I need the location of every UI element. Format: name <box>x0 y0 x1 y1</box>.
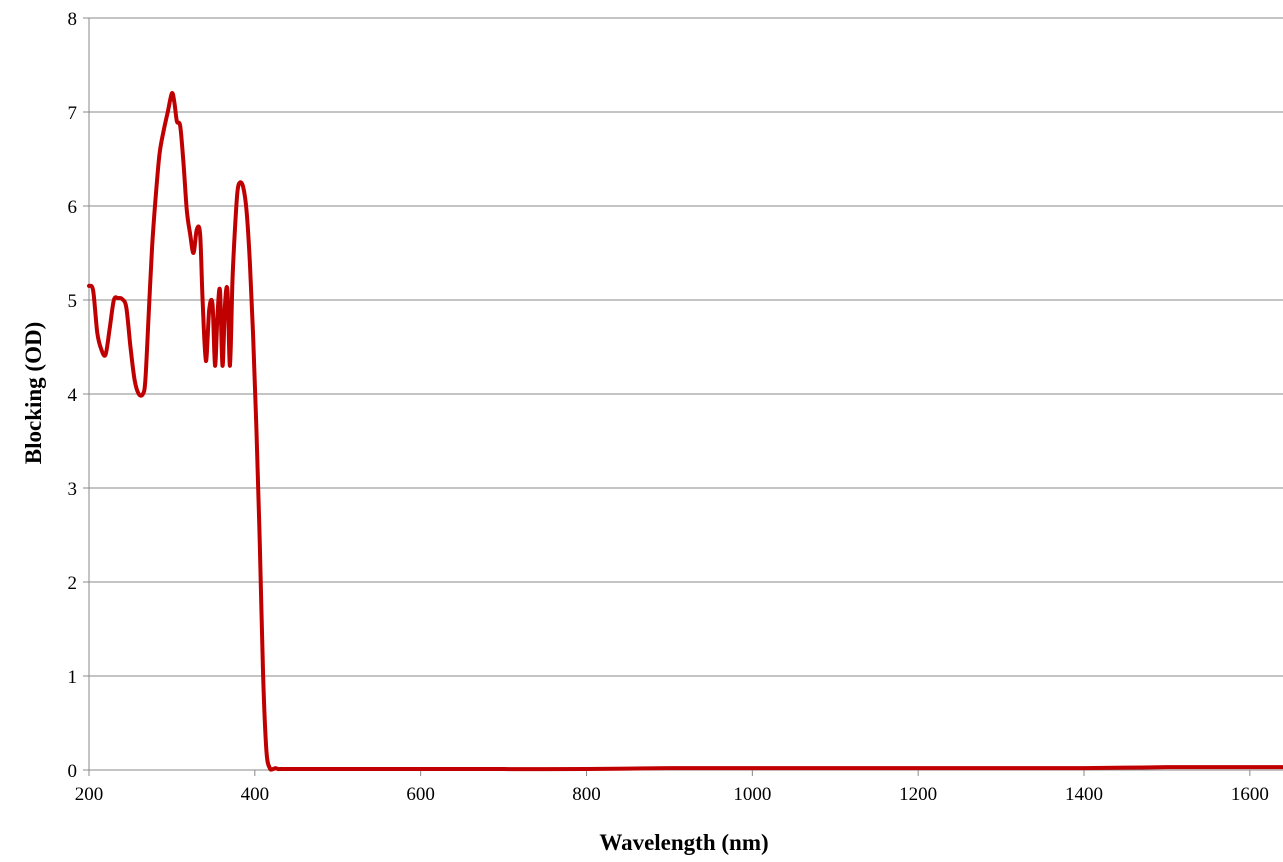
x-tick-label: 400 <box>241 784 270 805</box>
y-tick-label: 6 <box>68 197 78 218</box>
x-tick-label: 1400 <box>1065 784 1103 805</box>
y-tick-label: 0 <box>68 761 78 782</box>
x-tick-label: 200 <box>75 784 104 805</box>
x-tick-label: 1000 <box>733 784 771 805</box>
x-axis-title: Wavelength (nm) <box>599 830 768 855</box>
x-tick-label: 600 <box>406 784 435 805</box>
series-layer <box>87 90 1283 772</box>
horizontal-gridlines <box>89 17 1283 677</box>
y-tick-label: 5 <box>68 291 78 312</box>
y-tick-label: 8 <box>68 9 78 30</box>
y-tick-labels: 0 1 2 3 4 5 6 7 8 <box>68 9 78 782</box>
y-axis-title: Blocking (OD) <box>21 322 46 464</box>
y-tick-label: 1 <box>68 667 78 688</box>
x-tick-label: 1200 <box>899 784 937 805</box>
y-tick-label: 2 <box>68 573 78 594</box>
y-tick-label: 7 <box>68 103 78 124</box>
series-line-0 <box>87 90 1283 772</box>
x-tick-label: 1600 <box>1231 784 1269 805</box>
y-tick-label: 3 <box>68 479 78 500</box>
x-tick-labels: 200 400 600 800 1000 1200 1400 1600 <box>75 784 1269 805</box>
y-tick-label: 4 <box>68 385 78 406</box>
x-tick-label: 800 <box>572 784 601 805</box>
